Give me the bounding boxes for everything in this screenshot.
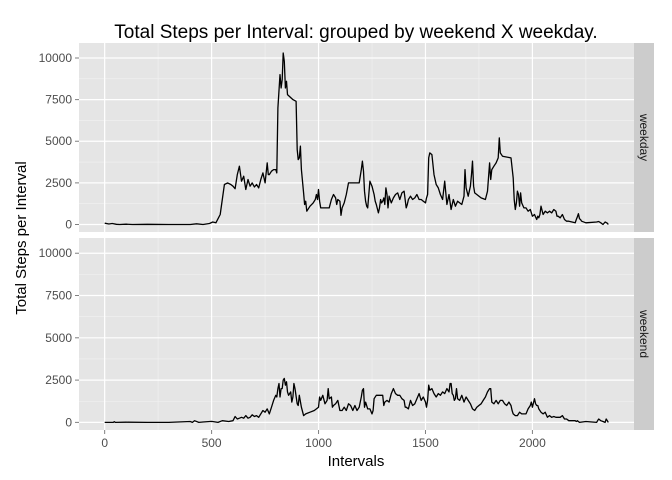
- y-tick-label: 10000: [39, 51, 73, 65]
- y-tick-label: 0: [65, 415, 72, 429]
- facet-panel-weekday: 0 2500 5000 7500 10000 weekday: [39, 43, 654, 232]
- y-tick-label: 7500: [45, 93, 72, 107]
- facet-strip-label: weekday: [637, 113, 651, 161]
- y-tick-label: 10000: [39, 246, 73, 260]
- series-line-weekend: [104, 377, 609, 424]
- facet-strip-label: weekend: [637, 309, 651, 358]
- panel-background: [79, 43, 634, 232]
- series-line-weekday: [104, 52, 609, 226]
- panel-background: [79, 238, 634, 430]
- x-tick-label: 1500: [412, 436, 439, 450]
- facet-panels: 025005000750010000weekday025005000750010…: [39, 43, 654, 450]
- y-tick-label: 0: [65, 218, 72, 232]
- y-tick-label: 2500: [45, 373, 72, 387]
- y-tick-label: 2500: [45, 176, 72, 190]
- chart-title: Total Steps per Interval: grouped by wee…: [114, 22, 597, 43]
- facet-panel-weekend: 0 2500 5000 7500 10000 weekend: [39, 238, 654, 430]
- facet-strip: [634, 238, 654, 430]
- y-tick-label: 5000: [45, 331, 72, 345]
- y-tick-label: 5000: [45, 134, 72, 148]
- x-tick-label: 0: [101, 436, 108, 450]
- x-axis-title: Intervals: [328, 453, 385, 470]
- x-tick-label: 1000: [305, 436, 332, 450]
- x-tick-label: 2000: [519, 436, 546, 450]
- y-tick-label: 7500: [45, 289, 72, 303]
- y-axis-title: Total Steps per Interval: [13, 161, 30, 314]
- facet-strip: [634, 43, 654, 232]
- x-tick-label: 500: [202, 436, 222, 450]
